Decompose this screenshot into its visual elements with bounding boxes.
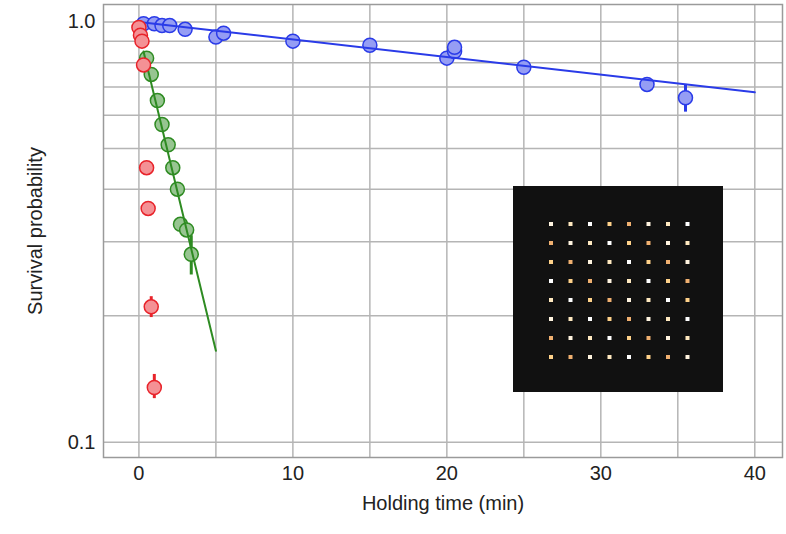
svg-text:0.1: 0.1 [68,431,96,453]
svg-text:Survival probability: Survival probability [24,147,46,315]
svg-text:10: 10 [282,462,304,484]
svg-text:20: 20 [436,462,458,484]
svg-text:0: 0 [133,462,144,484]
svg-text:40: 40 [744,462,766,484]
svg-text:30: 30 [590,462,612,484]
svg-text:Holding time (min): Holding time (min) [362,492,524,514]
svg-text:1.0: 1.0 [68,10,96,32]
